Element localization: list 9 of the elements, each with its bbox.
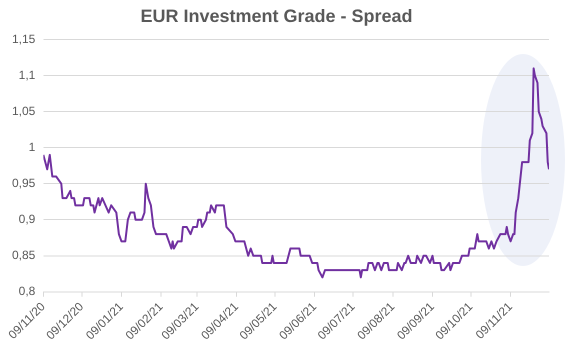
- y-tick-label: 1,1: [18, 68, 36, 82]
- y-tick-label: 1,05: [12, 104, 36, 118]
- y-tick-label: 0,8: [18, 284, 36, 298]
- y-tick-label: 0,95: [12, 176, 36, 190]
- y-tick-label: 1,15: [12, 32, 36, 46]
- y-tick-label: 1: [28, 140, 36, 154]
- chart-title: EUR Investment Grade - Spread: [140, 6, 413, 26]
- y-tick-label: 0,9: [18, 212, 36, 226]
- y-tick-label: 0,85: [12, 248, 36, 262]
